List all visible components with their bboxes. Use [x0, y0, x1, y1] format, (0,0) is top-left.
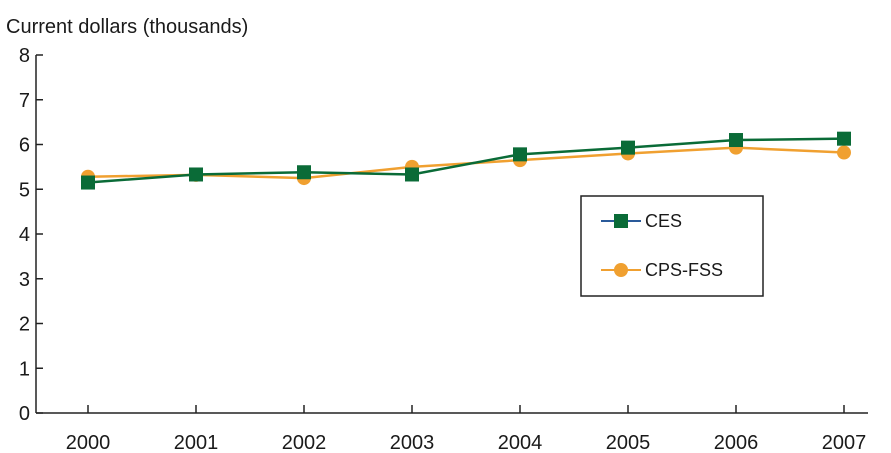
- data-point-ces: [297, 165, 311, 180]
- data-point-cps-fss: [837, 145, 851, 160]
- x-tick-label: 2004: [498, 432, 543, 453]
- y-tick-label: 8: [19, 45, 30, 67]
- legend: CES CPS-FSS: [580, 195, 764, 297]
- y-axis-label: Current dollars (thousands): [6, 16, 248, 38]
- x-tick-label: 2000: [66, 432, 111, 453]
- x-tick-label: 2005: [606, 432, 651, 453]
- data-point-ces: [837, 131, 851, 146]
- series-layer: [81, 131, 851, 190]
- x-tick-label: 2007: [822, 432, 867, 453]
- data-point-ces: [621, 140, 635, 155]
- axes: 0 1 2 3 4 5 6 7 8 2000 2001 2002 2003 2004 2005 2006 200…: [19, 45, 868, 453]
- legend-label: CPS-FSS: [645, 260, 723, 280]
- data-point-ces: [405, 167, 419, 182]
- y-tick-label: 4: [19, 224, 30, 246]
- y-tick-label: 7: [19, 90, 30, 112]
- legend-marker-square: [614, 214, 628, 228]
- x-tick-label: 2002: [282, 432, 327, 453]
- y-tick-label: 3: [19, 269, 30, 291]
- legend-entry-cps-fss: CPS-FSS: [601, 260, 723, 280]
- legend-label: CES: [645, 211, 682, 231]
- data-point-ces: [729, 133, 743, 148]
- data-point-ces: [513, 147, 527, 162]
- legend-entry-ces: CES: [601, 211, 682, 231]
- x-tick-label: 2003: [390, 432, 435, 453]
- y-tick-label: 5: [19, 179, 30, 201]
- x-tick-label: 2001: [174, 432, 219, 453]
- data-point-ces: [81, 175, 95, 190]
- series-line-ces: [87, 137, 845, 184]
- legend-marker-circle: [614, 263, 628, 277]
- y-tick-label: 0: [19, 403, 30, 425]
- series-ces: [81, 131, 851, 190]
- legend-box: [580, 195, 764, 297]
- data-point-ces: [189, 167, 203, 182]
- x-tick-label: 2006: [714, 432, 759, 453]
- y-tick-label: 1: [19, 358, 30, 380]
- y-tick-label: 6: [19, 135, 30, 157]
- y-tick-label: 2: [19, 314, 30, 336]
